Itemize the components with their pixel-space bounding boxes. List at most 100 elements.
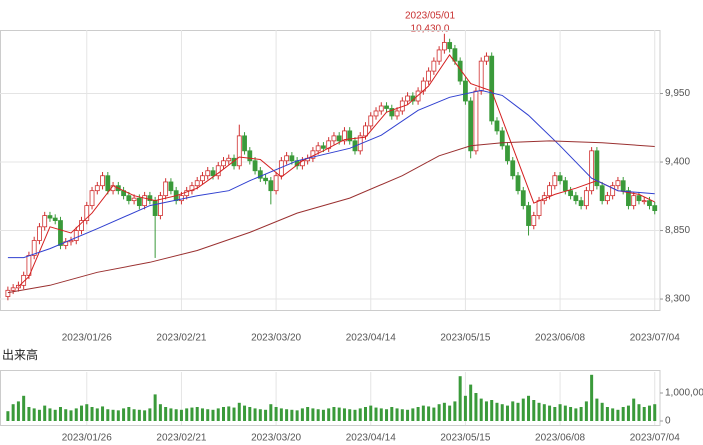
volume-bar — [432, 407, 436, 421]
volume-bar — [37, 409, 41, 421]
volume-bar — [11, 404, 15, 421]
candle-body — [100, 175, 105, 187]
volume-bar — [569, 407, 573, 421]
candle-body — [47, 215, 53, 219]
volume-bar — [337, 407, 341, 421]
volume-bar — [95, 408, 99, 421]
volume-bar — [211, 409, 215, 421]
volume-bar — [406, 409, 410, 421]
candle-body — [594, 150, 600, 187]
x-tick-label: 2023/03/20 — [251, 433, 301, 444]
candle-body — [336, 135, 342, 142]
candle-body — [94, 185, 100, 192]
volume-bar — [216, 408, 220, 421]
candle-body — [257, 170, 263, 179]
volume-bar — [469, 384, 473, 421]
candle-body — [557, 175, 563, 182]
candle-body — [405, 95, 410, 102]
volume-bar — [195, 407, 199, 421]
volume-bar — [158, 404, 162, 421]
volume-bar — [106, 409, 110, 421]
volume-bar — [127, 407, 131, 421]
candle-body — [547, 185, 552, 197]
candle-body — [179, 195, 184, 202]
volume-bar — [253, 408, 257, 421]
volume-bar — [363, 407, 367, 421]
candle-body — [147, 195, 153, 202]
volume-bar — [342, 408, 346, 421]
volume-bar — [495, 402, 499, 421]
volume-bar — [453, 401, 457, 421]
candle-body — [37, 226, 42, 241]
volume-bar — [274, 407, 278, 421]
candle-body — [89, 190, 95, 207]
candle-body — [242, 135, 247, 152]
volume-bar — [626, 405, 630, 421]
y-tick-label: 9,400 — [665, 157, 690, 168]
volume-bar — [647, 405, 651, 421]
volume-bar — [327, 408, 331, 421]
volume-bar — [605, 407, 609, 421]
volume-bar — [563, 405, 567, 421]
candle-body — [447, 42, 453, 50]
volume-bar — [390, 407, 394, 421]
candle-body — [568, 190, 573, 197]
volume-bar — [484, 401, 488, 421]
volume-bar — [574, 408, 578, 421]
candle-body — [631, 195, 637, 207]
volume-bar — [279, 408, 283, 421]
volume-bar — [385, 409, 389, 421]
volume-bar — [463, 395, 467, 421]
candle-body — [468, 100, 474, 152]
volume-bar — [479, 398, 483, 421]
candle-body — [457, 60, 463, 82]
volume-bar — [164, 407, 168, 421]
x-tick-label: 2023/07/04 — [630, 433, 680, 444]
moving-average — [7, 140, 655, 294]
candle-body — [552, 175, 558, 187]
candle-body — [368, 115, 374, 127]
candle-body — [536, 200, 542, 216]
volume-bar — [358, 408, 362, 421]
candle-body — [73, 230, 79, 241]
volume-bar — [448, 405, 452, 421]
volume-bar — [6, 411, 10, 421]
volume-bar — [379, 408, 383, 421]
volume-bar — [511, 401, 515, 421]
candle-body — [389, 108, 395, 117]
volume-bar — [395, 408, 399, 421]
candle-body — [641, 200, 647, 203]
volume-bar — [590, 374, 594, 421]
volume-bar — [548, 405, 552, 421]
candle-body — [441, 42, 447, 51]
candle-body — [463, 80, 468, 102]
x-tick-label: 2023/06/08 — [535, 433, 585, 444]
volume-bar — [101, 406, 105, 421]
candle-body — [378, 105, 384, 112]
candle-body — [562, 180, 568, 192]
volume-bar — [353, 409, 357, 421]
volume-bar — [437, 404, 441, 421]
volume-bar — [300, 408, 304, 421]
candle-body — [531, 215, 537, 226]
candle-body — [152, 200, 158, 216]
volume-bar — [237, 402, 241, 421]
y-tick-label: 8,300 — [665, 294, 690, 305]
volume-bar — [505, 405, 509, 421]
candle-body — [131, 197, 137, 202]
volume-bar — [584, 401, 588, 421]
volume-bar — [348, 409, 352, 421]
candle-body — [142, 195, 148, 207]
volume-bar — [637, 404, 641, 421]
volume-bar — [169, 408, 173, 421]
volume-bar — [616, 409, 620, 421]
volume-bar — [400, 409, 404, 421]
volume-bar — [321, 409, 325, 421]
volume-bar — [243, 405, 247, 421]
high-value: 10,430.0 — [411, 24, 450, 35]
candle-body — [247, 150, 253, 162]
high-date: 2023/05/01 — [405, 11, 455, 22]
volume-bar — [48, 408, 52, 421]
x-tick-label: 2023/01/26 — [62, 433, 112, 444]
